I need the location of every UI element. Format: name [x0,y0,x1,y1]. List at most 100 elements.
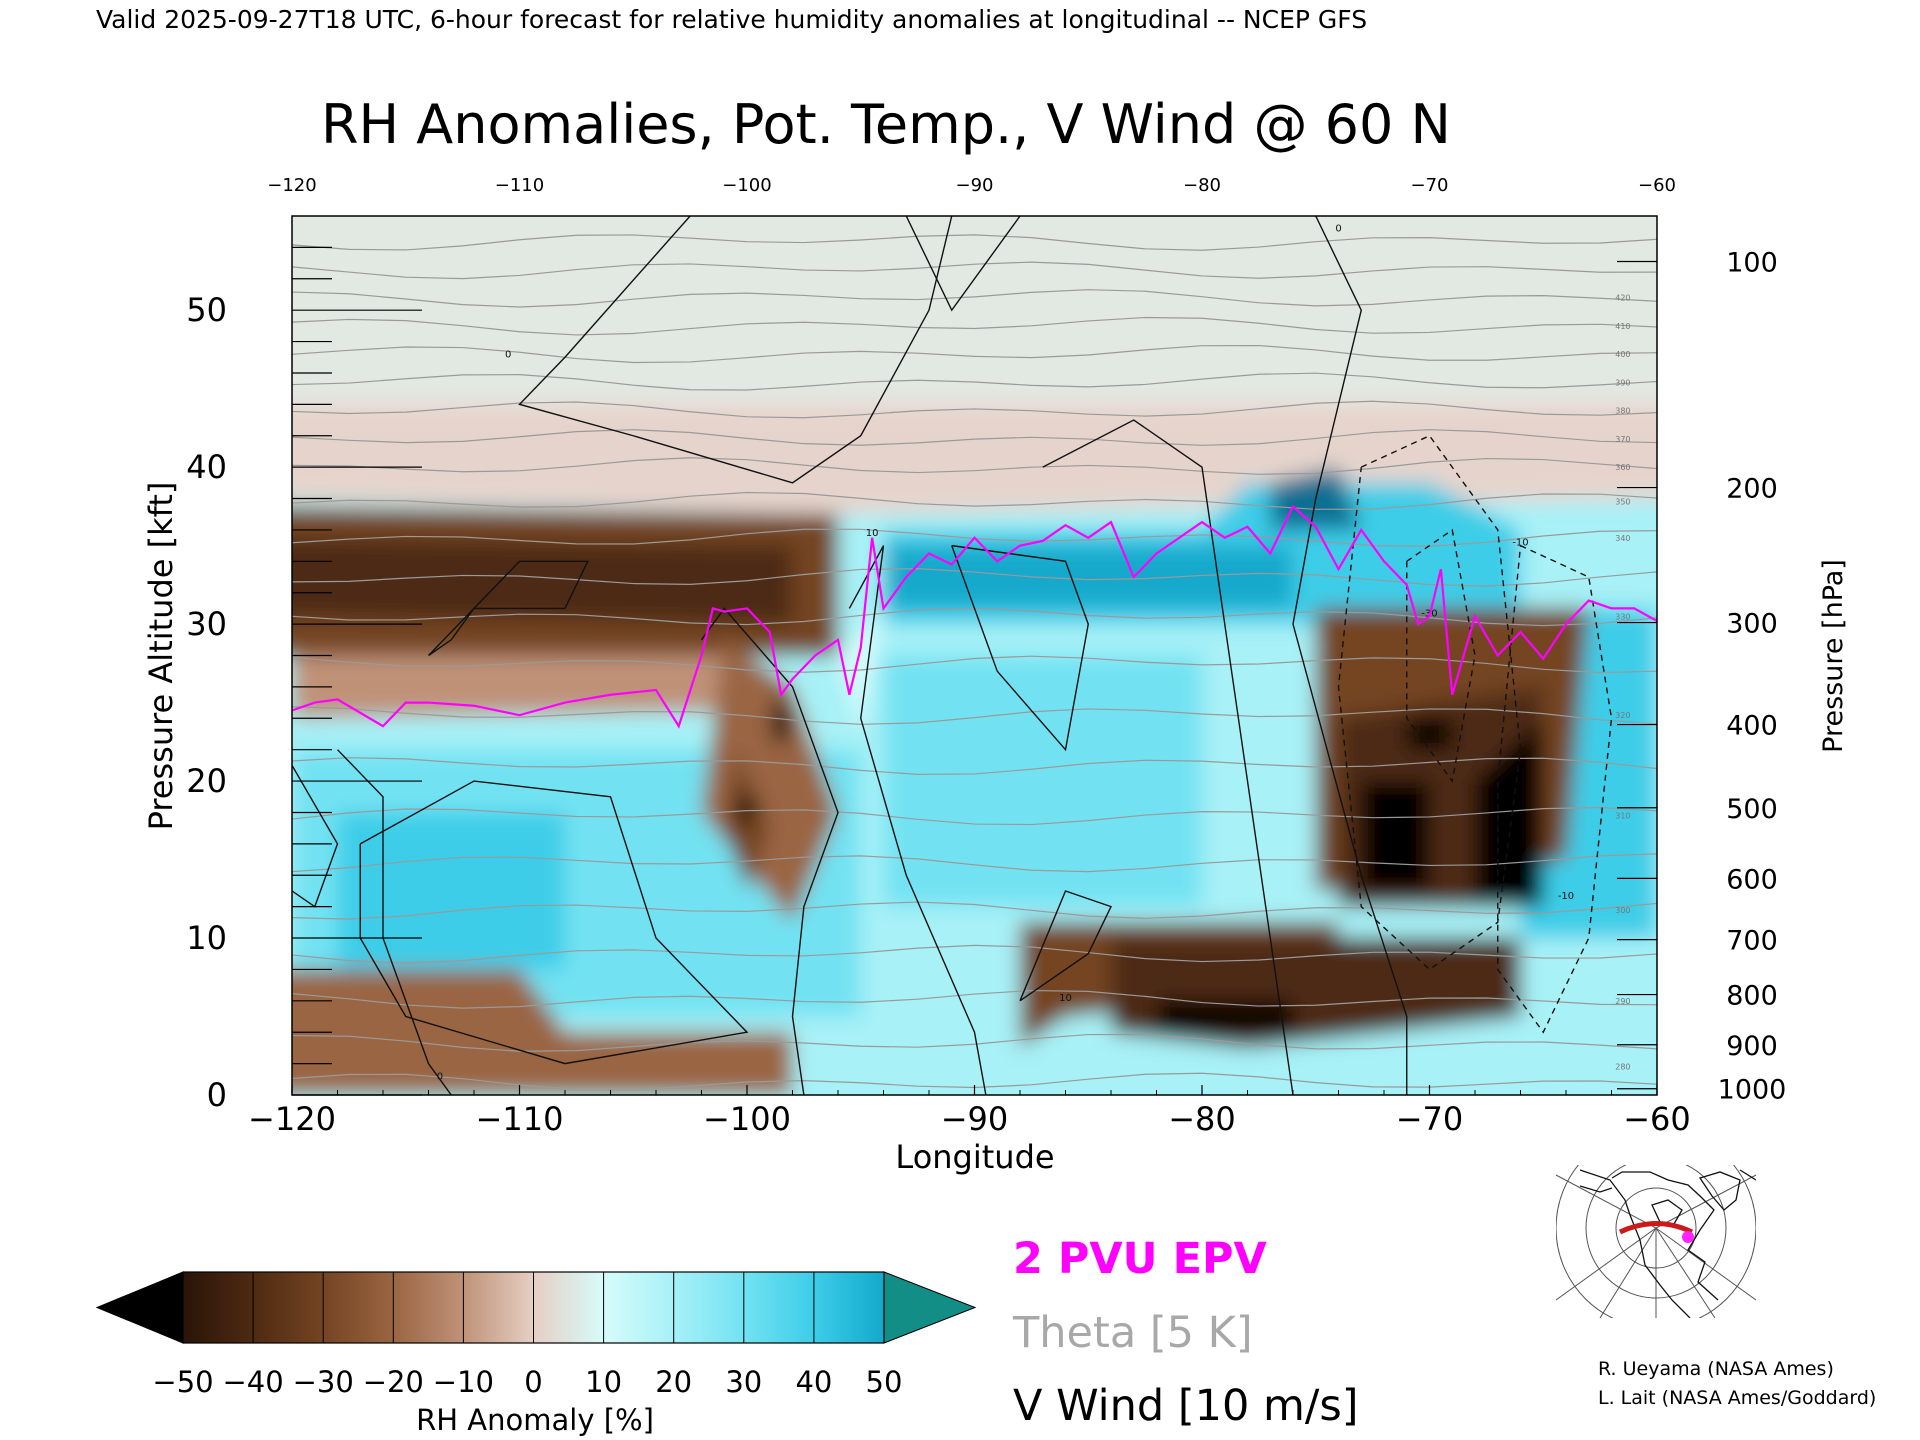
theta-label: 410 [1615,322,1630,331]
theta-label: 390 [1615,378,1630,387]
wind-contour-0b [905,216,1021,312]
theta-contour [292,316,1657,336]
y-tick-label: 10 [186,919,227,957]
theta-contour [292,344,1657,364]
colorbar: −50 −40 −30 −20 −10 0 10 20 30 40 50 [95,1271,977,1399]
pressure-tick-label: 200 [1726,474,1778,505]
y-axis-label-right: Pressure [hPa] [1818,559,1849,753]
x-tick-label: −90 [941,1100,1009,1138]
theta-label: 420 [1615,294,1630,303]
heat-mid-cyan3 [883,655,1202,907]
theta-contour [292,429,1657,446]
x-tick-label-top: −60 [1638,175,1676,196]
colorbar-segment [323,1272,394,1343]
x-tick-label: −120 [248,1100,336,1138]
wind-contour-10a [700,607,839,1095]
pressure-tick-label: 800 [1726,981,1778,1012]
heat-black-dot1 [735,788,759,829]
theta-label: 370 [1615,435,1630,444]
heat-lightbrown-strip [292,655,747,719]
theta-contour [292,944,1657,964]
colorbar-tick-label: 50 [866,1365,903,1399]
wind-contour-label: -10 [1558,891,1574,902]
y-tick-label: 0 [207,1076,227,1114]
pv2-line-group [292,504,1657,729]
colorbar-tick-label: 30 [725,1365,762,1399]
heat-black-blob3 [1406,718,1453,750]
colorbar-label: RH Anomaly [%] [416,1403,654,1437]
theta-contour [292,457,1657,475]
theta-contour [292,706,1657,725]
theta-label: 290 [1615,997,1630,1006]
colorbar-tick-label: −30 [293,1365,354,1399]
location-marker [1682,1231,1694,1243]
wind-contour-10b [848,545,987,1095]
credit-line-2: L. Lait (NASA Ames/Goddard) [1598,1387,1876,1409]
colorbar-segment [813,1272,884,1343]
plot-frame: 1002003004005006007008009001000−120−120−… [186,175,1786,1138]
theta-contour [292,234,1657,251]
y-tick-label: 50 [186,291,227,329]
colorbar-segment [393,1272,464,1343]
colorbar-segment [253,1272,324,1343]
theta-contour [292,901,1657,920]
colorbar-tick-label: −10 [433,1365,494,1399]
wind-contour-m30 [1406,528,1476,783]
theta-contour [292,491,1657,510]
colorbar-over-arrow [883,1271,977,1344]
theta-contour [292,1033,1657,1052]
theta-label: 350 [1615,498,1630,507]
rh-anomaly-field [292,216,1657,1095]
colorbar-segment [463,1272,534,1343]
wind-contour-10d [1019,890,1112,1002]
pressure-tick-label: 700 [1726,926,1778,957]
theta-label: 380 [1615,407,1630,416]
theta-label: 360 [1615,463,1630,472]
pressure-tick-label: 300 [1726,609,1778,640]
wind-contour-label: 0 [1335,224,1341,235]
colorbar-tick-label: 10 [585,1365,622,1399]
theta-contour [292,372,1657,391]
colorbar-tick-label: 20 [655,1365,692,1399]
heat-lower-left-brown [292,969,793,1095]
heat-pinkband [292,404,1657,515]
colorbar-segment [533,1272,604,1343]
colorbar-tick-label: 0 [524,1365,542,1399]
x-axis-label: Longitude [895,1138,1054,1176]
heat-mid-cyan2 [337,812,565,970]
wind-contour-0e [1292,216,1408,1095]
legend-vwind: V Wind [10 m/s] [1013,1381,1359,1431]
colorbar-segment [603,1272,674,1343]
wind-contour-10c [951,544,1089,752]
x-tick-label-top: −70 [1411,175,1449,196]
theta-label: 300 [1615,906,1630,915]
y-tick-label: 30 [186,605,227,643]
theta-label: 330 [1615,612,1630,621]
x-tick-label: −80 [1168,1100,1236,1138]
heat-lower-black [1156,1000,1293,1033]
wind-contour-0h [427,607,475,657]
pressure-tick-label: 100 [1726,248,1778,279]
x-tick-label: −110 [476,1100,564,1138]
theta-label: 280 [1615,1063,1630,1072]
theta-contour [292,757,1657,775]
theta-contour [292,400,1657,419]
section-line [1618,1221,1694,1235]
pv2-epv-line [292,504,1657,729]
pressure-tick-label: 500 [1726,794,1778,825]
colorbar-segment [673,1272,744,1343]
x-tick-label: −70 [1396,1100,1464,1138]
valid-time-header: Valid 2025-09-27T18 UTC, 6-hour forecast… [96,5,1367,34]
theta-contour [292,806,1657,826]
colorbar-tick-label: 40 [795,1365,832,1399]
x-tick-label-top: −90 [956,175,994,196]
theta-contour [292,261,1657,280]
theta-contour [292,655,1657,674]
locator-map [1556,1165,1756,1318]
colorbar-segment [743,1272,814,1343]
heat-upper-cyan2 [883,545,1293,609]
theta-contours: 280 290 300 310 320 330 340 350 360 370 380 390 400 4… [292,234,1657,1091]
wind-contour-neg [359,780,749,1065]
theta-label: 320 [1615,711,1630,720]
x-tick-label-top: −120 [267,175,316,196]
